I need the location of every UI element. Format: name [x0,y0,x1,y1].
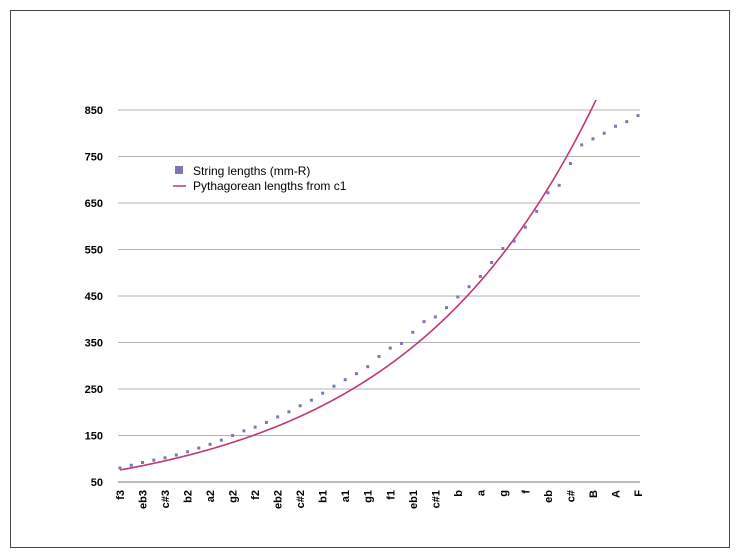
x-tick-label-c#2: c#2 [295,490,307,508]
y-tick-label-150: 150 [85,431,103,443]
data-point [377,354,381,358]
data-point [422,320,426,324]
data-point [568,161,572,165]
data-point [445,306,449,310]
data-point [174,453,178,457]
legend: String lengths (mm-R) Pythagorean length… [173,164,347,193]
data-point [208,442,212,446]
data-point [400,341,404,345]
x-axis-ticks: f3 eb3 c#3 b2 a2 g2 f2 eb2 c#2 b1 a1 g1 f1 eb1 c#1 b a g f… [115,489,645,509]
data-point [591,137,595,141]
data-point [197,446,201,450]
y-axis-ticks: 50 150 250 350 450 550 650 750 850 [85,105,103,489]
data-point [354,372,358,376]
x-tick-label-a2: a2 [205,490,217,502]
data-point [129,463,133,467]
pythagorean-curve [119,100,597,471]
data-point [636,114,640,118]
x-tick-label-eb3: eb3 [138,490,150,509]
gridlines [118,109,640,436]
x-tick-label-eb: eb [543,490,555,503]
x-tick-label-g2: g2 [228,490,240,503]
data-point [523,225,527,229]
legend-label-string-lengths: String lengths (mm-R) [193,164,310,178]
data-point [219,438,223,442]
y-tick-label-50: 50 [91,477,103,489]
data-point [478,274,482,278]
y-tick-label-650: 650 [85,198,103,210]
data-point [242,429,246,433]
x-tick-label-A: A [610,490,622,498]
data-point [276,415,280,419]
data-point [467,285,471,289]
x-tick-label-B: B [588,490,600,498]
data-point [332,384,336,388]
y-tick-label-250: 250 [85,384,103,396]
data-point [512,239,516,243]
data-point [141,460,145,464]
data-point [366,365,370,369]
data-point [388,346,392,350]
chart-frame [10,10,730,548]
x-tick-label-c#: c# [565,490,577,502]
data-point [501,247,505,251]
x-tick-label-a: a [475,489,487,496]
legend-swatch-string-lengths [175,166,183,174]
x-tick-label-a1: a1 [340,490,352,502]
data-point [625,120,629,124]
data-point [343,378,347,382]
series-string-lengths [118,114,640,470]
y-tick-label-350: 350 [85,338,103,350]
data-point [186,450,190,454]
data-point [535,209,539,213]
data-point [298,404,302,408]
x-tick-label-eb2: eb2 [273,490,285,509]
data-point [613,124,617,128]
x-tick-label-b2: b2 [183,490,195,503]
data-point [152,458,156,462]
data-point [309,398,313,402]
x-tick-label-f: f [520,490,532,494]
data-point [433,315,437,319]
x-tick-label-F: F [633,490,645,497]
data-point [557,183,561,187]
x-tick-label-c#1: c#1 [430,490,442,508]
x-tick-label-f1: f1 [385,490,397,500]
data-point [264,420,268,424]
x-tick-label-g1: g1 [363,490,375,503]
data-point [546,191,550,195]
data-point [456,295,460,299]
data-point [163,456,167,460]
data-point [231,434,235,437]
data-point [253,425,257,429]
x-tick-label-f2: f2 [250,490,262,500]
data-point [287,410,291,414]
data-point [602,131,606,135]
y-tick-label-850: 850 [85,105,103,117]
x-tick-label-f3: f3 [115,490,127,500]
x-tick-label-g: g [498,490,510,497]
x-tick-label-eb1: eb1 [408,490,420,509]
y-tick-label-450: 450 [85,291,103,303]
data-point [321,391,325,395]
y-tick-label-550: 550 [85,245,103,257]
series-pythagorean [119,100,597,471]
y-tick-label-750: 750 [85,152,103,164]
legend-label-pythagorean: Pythagorean lengths from c1 [193,179,347,193]
x-tick-label-b: b [453,490,465,497]
data-point [411,330,415,334]
x-tick-label-c#3: c#3 [160,490,172,508]
data-point [490,261,494,265]
x-tick-label-b1: b1 [318,490,330,503]
data-point [118,466,122,470]
data-point [580,143,584,147]
